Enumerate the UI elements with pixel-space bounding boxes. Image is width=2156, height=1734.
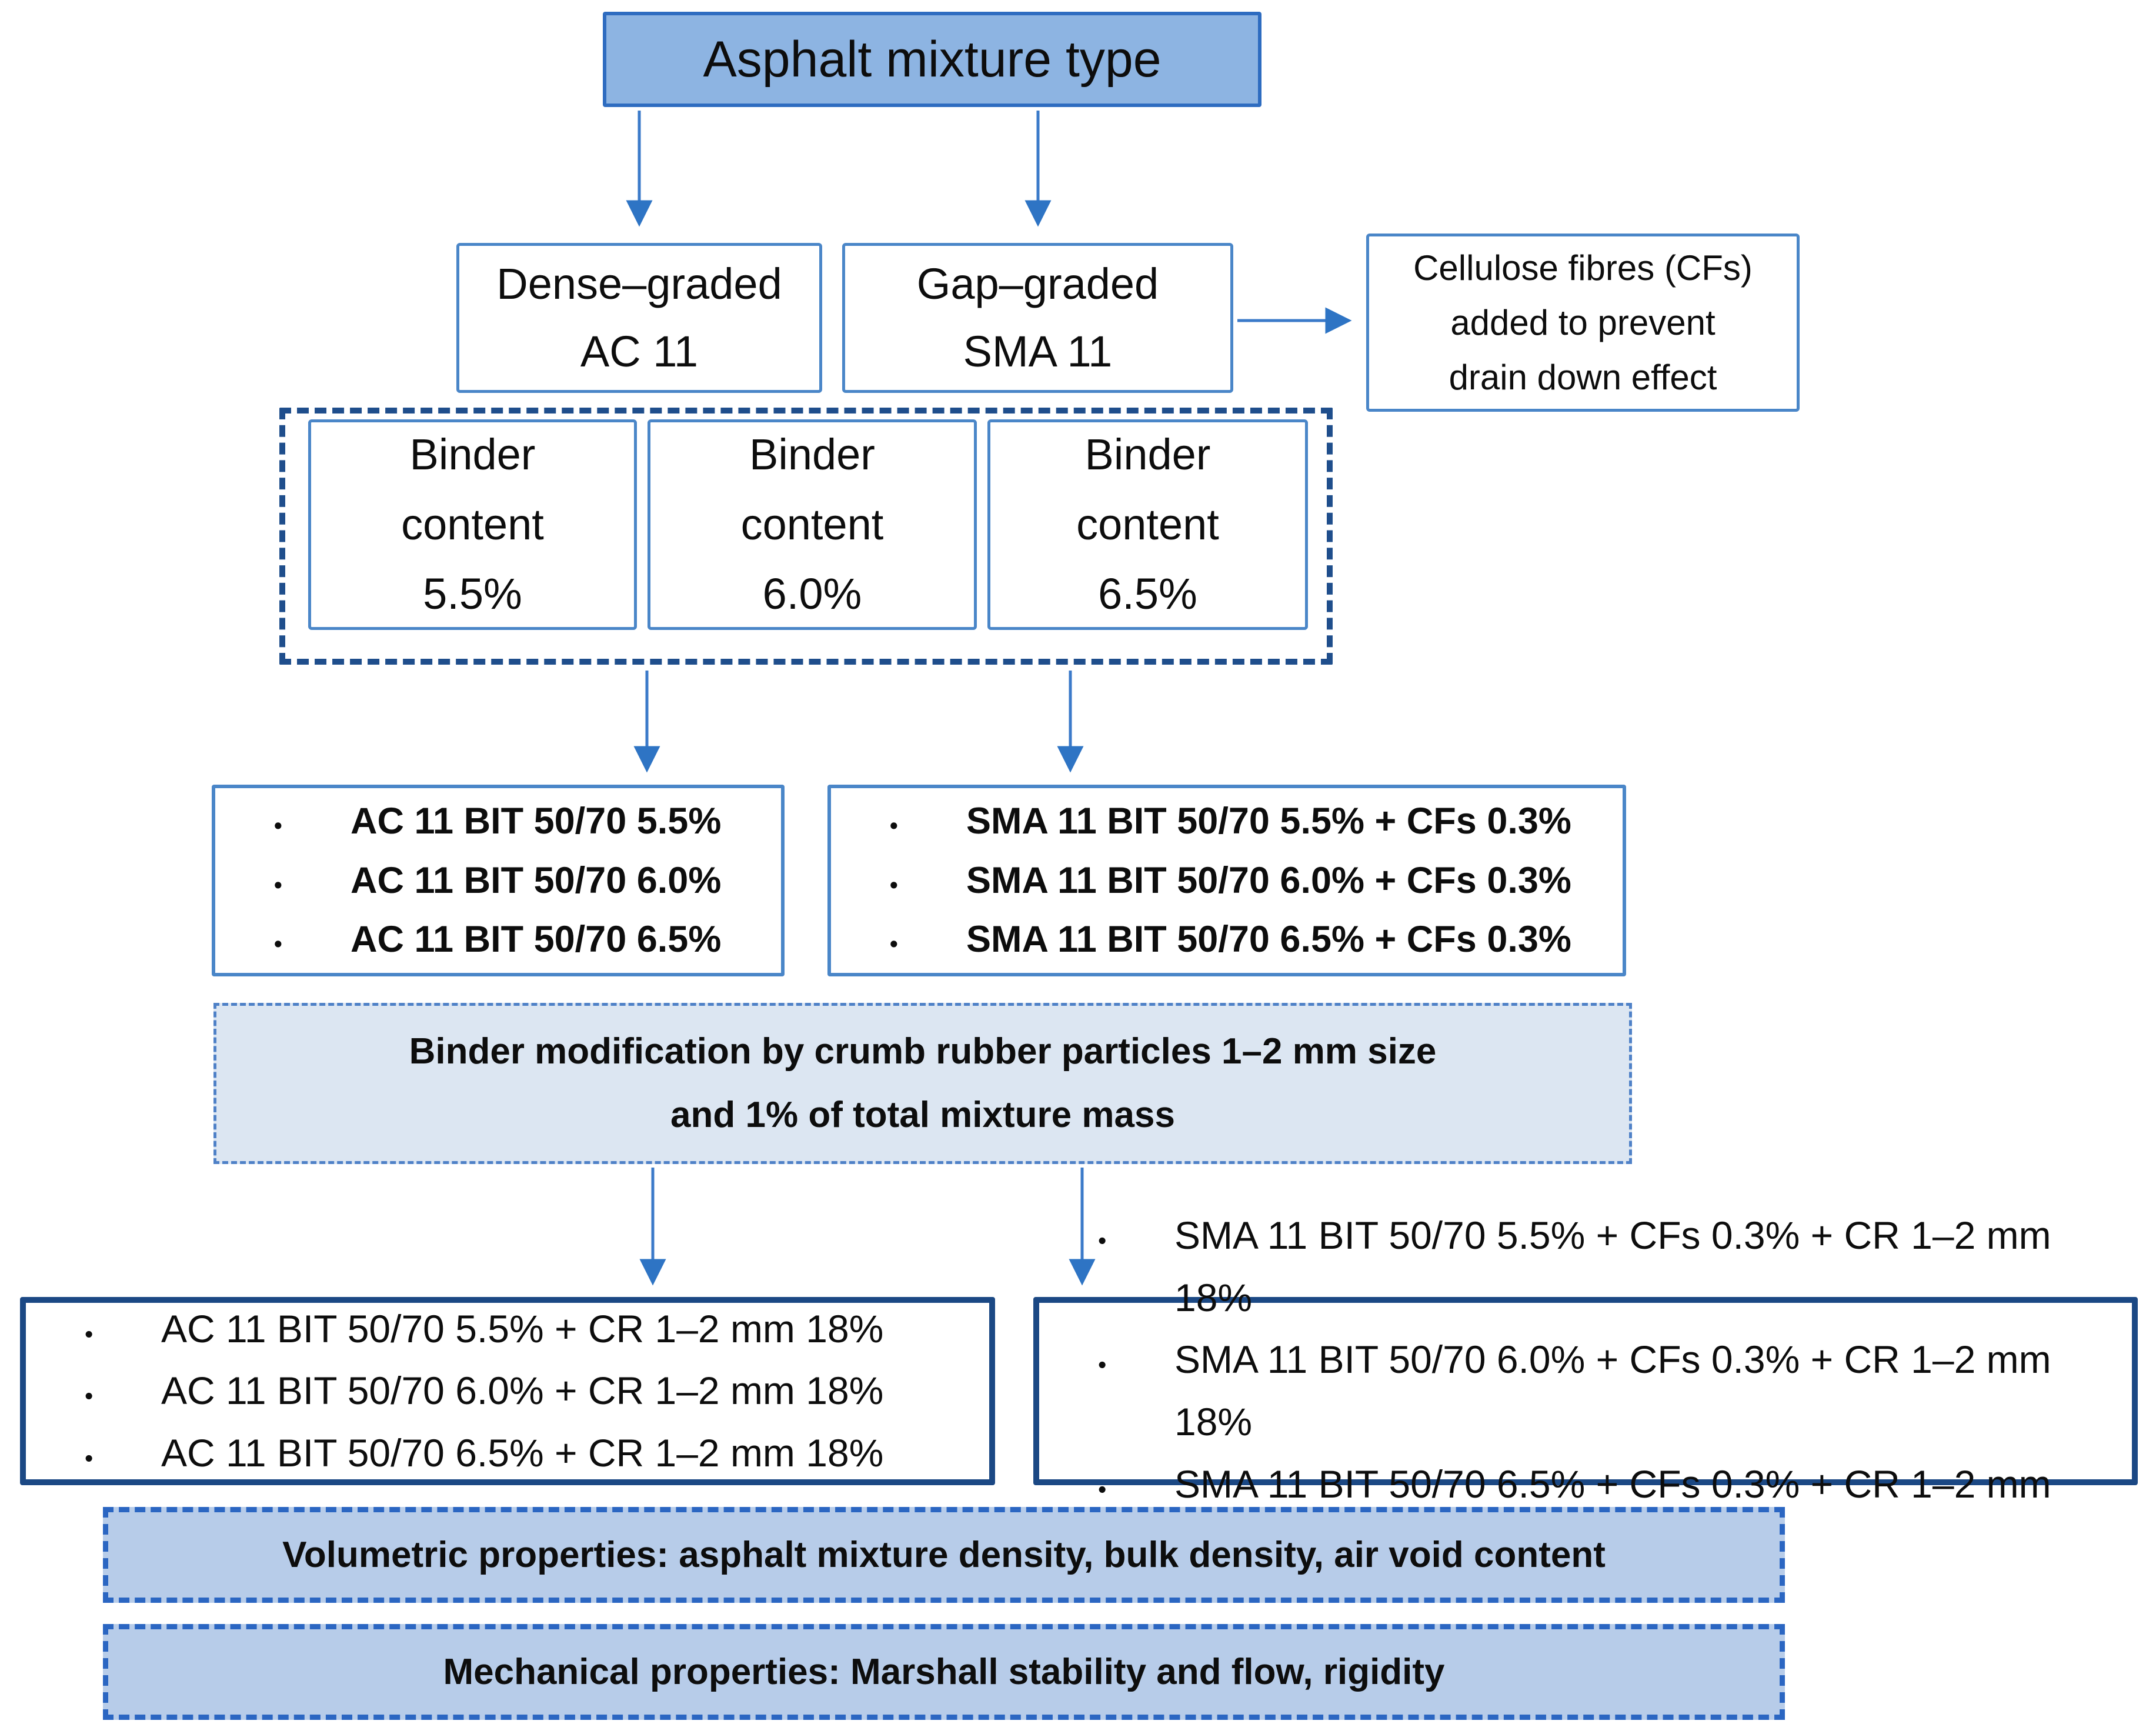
ac-mixture-item: AC 11 BIT 50/70 6.5% xyxy=(351,919,722,961)
binder-55-line3: 5.5% xyxy=(423,569,522,619)
ac-cr-mixtures-list: • AC 11 BIT 50/70 5.5% + CR 1–2 mm 18% • A… xyxy=(26,1298,989,1485)
binder-modification-box: Binder modification by crumb rubber part… xyxy=(213,1003,1632,1164)
list-item: • AC 11 BIT 50/70 6.0% + CR 1–2 mm 18% xyxy=(85,1360,966,1422)
binder-60-line3: 6.0% xyxy=(762,569,862,619)
ac-mixtures-list: • AC 11 BIT 50/70 5.5% • AC 11 BIT 50/70 6… xyxy=(215,792,781,969)
cellulose-line3: drain down effect xyxy=(1449,358,1717,397)
volumetric-properties-band: Volumetric properties: asphalt mixture d… xyxy=(103,1507,1785,1603)
bullet-icon: • xyxy=(274,932,282,958)
list-item: • SMA 11 BIT 50/70 6.5% + CFs 0.3% xyxy=(890,910,1599,969)
gap-graded-line1: Gap–graded xyxy=(916,259,1159,308)
sma-mixture-item: SMA 11 BIT 50/70 6.5% + CFs 0.3% xyxy=(966,919,1571,961)
list-item: • AC 11 BIT 50/70 6.5% + CR 1–2 mm 18% xyxy=(85,1422,966,1485)
list-item: • AC 11 BIT 50/70 6.0% xyxy=(274,851,757,911)
sma-mixtures-list-box: • SMA 11 BIT 50/70 5.5% + CFs 0.3% • SMA 1… xyxy=(827,785,1626,976)
mechanical-properties-text: Mechanical properties: Marshall stabilit… xyxy=(443,1652,1445,1692)
volumetric-properties-text: Volumetric properties: asphalt mixture d… xyxy=(282,1535,1606,1575)
dense-graded-ac11-box: Dense–graded AC 11 xyxy=(456,243,822,393)
cellulose-fibres-note-box: Cellulose fibres (CFs) added to prevent … xyxy=(1366,234,1800,412)
bullet-icon: • xyxy=(85,1320,94,1348)
binder-content-group-container xyxy=(279,408,1333,665)
sma-cr-mixtures-list-box: • SMA 11 BIT 50/70 5.5% + CFs 0.3% + CR 1… xyxy=(1033,1213,2138,1568)
binder-55-line1: Binder xyxy=(409,430,536,479)
bullet-icon: • xyxy=(1098,1475,1107,1503)
cellulose-line2: added to prevent xyxy=(1450,303,1716,342)
bullet-icon: • xyxy=(890,813,898,839)
bullet-icon: • xyxy=(274,813,282,839)
sma-cr-mixtures-list: • SMA 11 BIT 50/70 5.5% + CFs 0.3% + CR 1… xyxy=(1039,1205,2132,1578)
bullet-icon: • xyxy=(890,932,898,958)
ac-cr-mixture-item: AC 11 BIT 50/70 6.5% + CR 1–2 mm 18% xyxy=(161,1430,884,1475)
sma-mixture-item: SMA 11 BIT 50/70 6.0% + CFs 0.3% xyxy=(966,859,1571,901)
binder-modification-line1: Binder modification by crumb rubber part… xyxy=(409,1031,1437,1072)
binder-content-65-box: Binder content 6.5% xyxy=(987,419,1308,630)
list-item: • SMA 11 BIT 50/70 5.5% + CFs 0.3% xyxy=(890,792,1599,851)
sma-cr-mixture-item: SMA 11 BIT 50/70 6.0% + CFs 0.3% + CR 1–… xyxy=(1174,1338,2051,1443)
sma-cr-mixture-item: SMA 11 BIT 50/70 5.5% + CFs 0.3% + CR 1–… xyxy=(1174,1213,2051,1319)
ac-mixture-item: AC 11 BIT 50/70 6.0% xyxy=(351,859,722,901)
sma-mixtures-list: • SMA 11 BIT 50/70 5.5% + CFs 0.3% • SMA 1… xyxy=(831,792,1623,969)
ac-cr-mixture-item: AC 11 BIT 50/70 5.5% + CR 1–2 mm 18% xyxy=(161,1306,884,1350)
sma-mixture-item: SMA 11 BIT 50/70 5.5% + CFs 0.3% xyxy=(966,800,1571,842)
ac-mixtures-list-box: • AC 11 BIT 50/70 5.5% • AC 11 BIT 50/70 6… xyxy=(212,785,785,976)
bullet-icon: • xyxy=(890,872,898,898)
asphalt-mixture-type-box: Asphalt mixture type xyxy=(603,12,1261,107)
list-item: • SMA 11 BIT 50/70 6.0% + CFs 0.3% xyxy=(890,851,1599,911)
title-text: Asphalt mixture type xyxy=(703,31,1162,88)
binder-content-55-box: Binder content 5.5% xyxy=(308,419,637,630)
bullet-icon: • xyxy=(274,872,282,898)
list-item: • SMA 11 BIT 50/70 6.0% + CFs 0.3% + CR 1… xyxy=(1098,1329,2108,1453)
bullet-icon: • xyxy=(1098,1227,1107,1255)
bullet-icon: • xyxy=(85,1444,94,1472)
mechanical-properties-band: Mechanical properties: Marshall stabilit… xyxy=(103,1624,1785,1720)
binder-content-60-box: Binder content 6.0% xyxy=(648,419,977,630)
list-item: • SMA 11 BIT 50/70 5.5% + CFs 0.3% + CR 1… xyxy=(1098,1205,2108,1329)
cellulose-line1: Cellulose fibres (CFs) xyxy=(1413,248,1753,288)
bullet-icon: • xyxy=(1098,1351,1107,1379)
ac-cr-mixture-item: AC 11 BIT 50/70 6.0% + CR 1–2 mm 18% xyxy=(161,1369,884,1413)
gap-graded-line2: SMA 11 xyxy=(963,326,1113,376)
binder-55-line2: content xyxy=(401,499,544,549)
list-item: • AC 11 BIT 50/70 5.5% + CR 1–2 mm 18% xyxy=(85,1298,966,1360)
gap-graded-sma11-box: Gap–graded SMA 11 xyxy=(842,243,1233,393)
list-item: • AC 11 BIT 50/70 5.5% xyxy=(274,792,757,851)
binder-modification-line2: and 1% of total mixture mass xyxy=(670,1095,1175,1135)
binder-60-line1: Binder xyxy=(749,430,875,479)
dense-graded-line2: AC 11 xyxy=(580,326,699,376)
ac-cr-mixtures-list-box: • AC 11 BIT 50/70 5.5% + CR 1–2 mm 18% • A… xyxy=(20,1297,995,1485)
binder-65-line2: content xyxy=(1076,499,1219,549)
binder-60-line2: content xyxy=(740,499,884,549)
bullet-icon: • xyxy=(85,1382,94,1410)
ac-mixture-item: AC 11 BIT 50/70 5.5% xyxy=(351,800,722,842)
binder-65-line3: 6.5% xyxy=(1098,569,1197,619)
list-item: • AC 11 BIT 50/70 6.5% xyxy=(274,910,757,969)
dense-graded-line1: Dense–graded xyxy=(496,259,782,308)
binder-65-line1: Binder xyxy=(1084,430,1211,479)
